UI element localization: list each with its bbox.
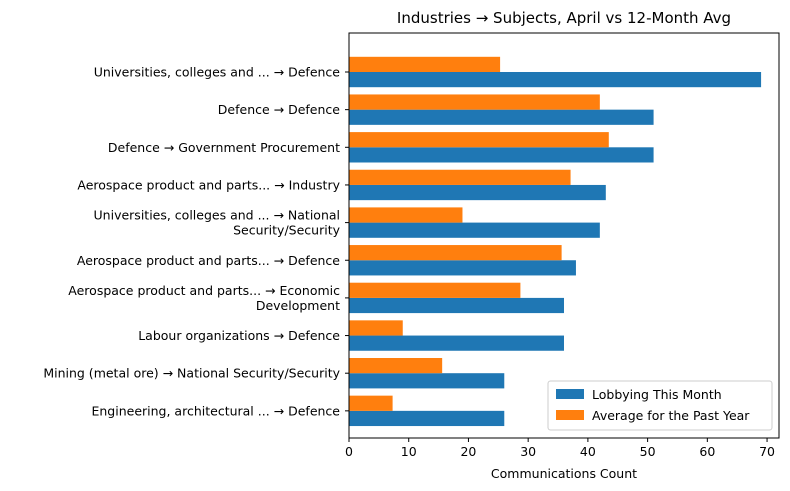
x-tick-label: 40 — [580, 444, 596, 459]
y-tick-label: Aerospace product and parts... → Defence — [77, 253, 340, 268]
y-tick-label: Aerospace product and parts... → Industr… — [77, 177, 340, 192]
y-tick-label: Mining (metal ore) → National Security/S… — [43, 366, 340, 381]
bar-this-month — [349, 109, 654, 125]
bar-past-year-avg — [349, 245, 562, 261]
x-tick-label: 60 — [699, 444, 715, 459]
bar-past-year-avg — [349, 207, 463, 223]
bar-this-month — [349, 147, 654, 163]
x-tick-label: 30 — [520, 444, 536, 459]
legend-swatch — [556, 389, 584, 399]
y-tick-label: Engineering, architectural ... → Defence — [91, 403, 340, 418]
bar-past-year-avg — [349, 320, 403, 336]
x-tick-label: 50 — [640, 444, 656, 459]
bar-this-month — [349, 184, 606, 201]
legend-box — [547, 380, 773, 431]
bar-this-month — [349, 222, 600, 238]
bar-this-month — [349, 260, 576, 276]
bar-this-month — [349, 373, 505, 389]
legend-label: Lobbying This Month — [592, 387, 722, 402]
bar-past-year-avg — [349, 94, 600, 110]
chart-title: Industries → Subjects, April vs 12-Month… — [397, 9, 731, 27]
x-tick-label: 0 — [345, 444, 353, 459]
y-tick-label: Defence → Government Procurement — [108, 140, 340, 155]
legend: Lobbying This Month Average for the Past … — [547, 380, 773, 431]
bar-this-month — [349, 72, 762, 88]
bar-past-year-avg — [349, 56, 501, 72]
y-axis: Universities, colleges and ... → Defence… — [43, 65, 349, 418]
y-tick-label: Universities, colleges and ... → Defence — [94, 65, 341, 80]
x-tick-label: 10 — [401, 444, 417, 459]
y-tick-label: Universities, colleges and ... → Nationa… — [94, 208, 341, 238]
x-axis: 0 10 20 30 40 50 60 70 — [345, 438, 775, 459]
x-tick-label: 70 — [759, 444, 775, 459]
bar-this-month — [349, 297, 564, 314]
x-tick-label: 20 — [460, 444, 476, 459]
y-tick-label: Aerospace product and parts... → Economi… — [68, 283, 340, 313]
legend-label: Average for the Past Year — [592, 408, 750, 423]
bars — [349, 56, 762, 427]
legend-swatch — [556, 410, 584, 420]
bar-past-year-avg — [349, 395, 393, 411]
bar-past-year-avg — [349, 169, 571, 185]
x-axis-label: Communications Count — [491, 466, 637, 481]
bar-past-year-avg — [349, 282, 521, 298]
bar-this-month — [349, 410, 505, 427]
y-tick-label: Labour organizations → Defence — [138, 328, 340, 343]
bar-past-year-avg — [349, 358, 443, 374]
bar-past-year-avg — [349, 132, 609, 148]
plot-frame — [348, 32, 780, 439]
bar-this-month — [349, 335, 564, 351]
y-tick-label: Defence → Defence — [218, 102, 341, 117]
